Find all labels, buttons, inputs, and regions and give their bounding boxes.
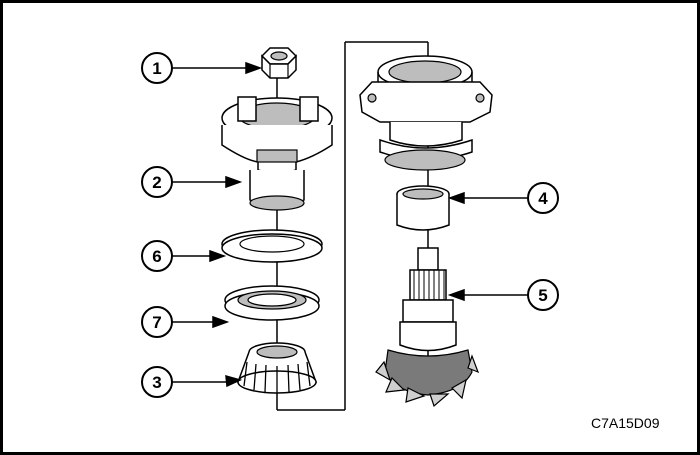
tapered-roller-bearing <box>236 342 318 394</box>
callout-6-label: 6 <box>152 247 161 266</box>
callout-5-label: 5 <box>538 286 547 305</box>
callout-4-label: 4 <box>538 189 548 208</box>
callout-7: 7 <box>141 306 173 338</box>
companion-flange <box>221 96 333 211</box>
bearing-retainer-housing <box>359 55 493 171</box>
bearing-cup <box>396 185 450 231</box>
callout-2: 2 <box>141 166 173 198</box>
leader-lines <box>172 61 528 388</box>
callout-6: 6 <box>141 240 173 272</box>
figure-code: C7A15D09 <box>591 415 660 431</box>
callout-1: 1 <box>141 52 173 84</box>
callout-7-label: 7 <box>152 313 161 332</box>
callout-3-label: 3 <box>152 373 161 392</box>
callout-4: 4 <box>527 182 559 214</box>
shim-washer <box>221 229 323 263</box>
hex-nut <box>260 47 298 79</box>
callout-5: 5 <box>527 279 559 311</box>
callout-2-label: 2 <box>152 173 161 192</box>
callout-3: 3 <box>141 366 173 398</box>
seal-ring <box>224 285 320 321</box>
callout-1-label: 1 <box>152 59 161 78</box>
pinion-gear-shaft <box>375 247 480 408</box>
